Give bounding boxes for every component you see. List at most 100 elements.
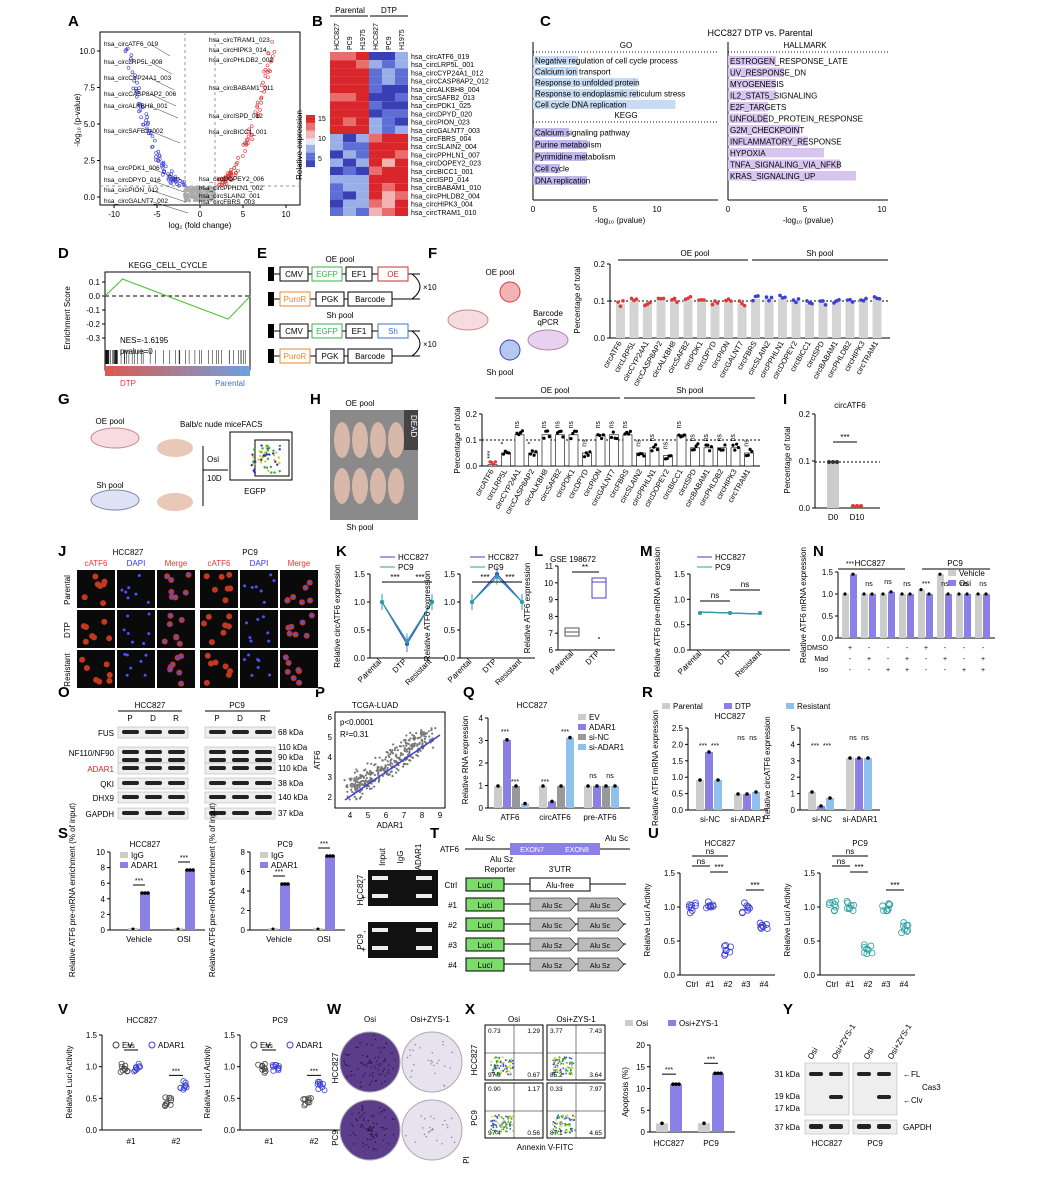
cell-label: PC9 [852,839,868,848]
colony [387,1072,389,1075]
y-tick-label: 7.5 [84,84,96,93]
y-tick-label: 1.5 [86,1031,98,1040]
x-tick-label: #2 [864,980,873,989]
cell-red [203,573,210,580]
colony [391,1118,394,1120]
sig-label: *** [846,561,854,568]
channel-label: DAPI [127,559,146,568]
y-tick-label: 4 [241,887,246,896]
scatter-point [405,742,408,745]
colony [428,1126,431,1129]
panel-letter-R: R [642,684,653,701]
y-tick-label: 0.5 [664,937,676,946]
heat-cell [356,76,369,85]
egfp-label: EGFP [244,487,266,496]
dot-down [125,46,130,51]
group-label: Parental [335,6,365,15]
heat-cell [395,150,408,159]
sig-label: *** [711,743,719,750]
colony [382,1126,385,1129]
legend-label: ADAR1 [131,861,158,870]
colony [369,1129,371,1132]
y-tick-label: 1.0 [664,903,676,912]
x-tick-label: si-NC [700,815,720,824]
colony [450,1117,453,1120]
legend-swatch [786,703,794,709]
alu-sc-label: Alu Sc [605,834,628,843]
legend-label: Vehicle [959,569,985,578]
cell-nucleus [146,600,150,604]
flow-event [491,1115,494,1118]
scatter-point [356,786,359,789]
cell-red [81,594,88,601]
flow-event [564,1069,567,1072]
heat-cell [369,142,382,151]
dot-ns [197,199,201,203]
flow-event [570,1127,573,1130]
scatter-point [389,750,393,754]
gel-band [416,894,432,898]
y-tick-label: 6 [549,646,554,655]
dot [857,756,861,760]
flow-event [510,1060,512,1063]
y-tick-label: 0.1 [594,297,606,306]
sig-label: ns [541,421,548,429]
mouse-body [388,468,404,504]
rank-gradient [109,366,115,376]
dot [661,296,666,301]
sig-label: ns [737,735,745,742]
flow-event [557,1066,559,1069]
scatter-point [362,783,365,786]
heat-cell [356,199,369,208]
y-axis-label: ATF6 [313,750,322,770]
colony [443,1065,446,1067]
colony [360,1126,362,1128]
legend-swatch [578,744,586,750]
virus-oe [499,281,521,303]
cell-nucleus [184,591,188,595]
sig-label: *** [180,855,188,862]
colony [360,1104,363,1107]
colony [351,1123,353,1126]
lane-label: Osi [806,1046,820,1061]
luci-label: Luci [478,921,493,930]
flow-event [509,1121,512,1124]
kda-label: 110 kDa [278,764,308,773]
sig-label: * [501,441,508,444]
dot-ns [213,188,216,192]
scatter-point [421,740,424,743]
scatter-point [408,747,411,750]
y-tick-label: 1.5 [354,570,366,579]
dot [528,452,533,456]
facs-event [254,460,257,464]
quadrant-value: 3.64 [589,1072,602,1079]
cell-nucleus [310,614,314,618]
flow-event [499,1060,502,1063]
construct-label: PGK [322,295,340,304]
cell-red [208,660,215,667]
band [122,730,139,734]
heat-cell [343,101,356,110]
colony [432,1064,435,1067]
dot-down [154,154,158,159]
flow-event [552,1063,555,1066]
sig-label: *** [320,841,328,848]
oe-pool-label: OE pool [681,249,710,258]
cell-nucleus [169,590,173,594]
colony [443,1119,446,1122]
luci-label: Luci [478,941,493,950]
colony [427,1131,430,1134]
cell-red [82,624,89,631]
dot [835,460,839,464]
dot [559,784,563,788]
bar [869,594,876,638]
cell-red [101,578,108,585]
bar [975,594,982,638]
scatter-point [370,787,373,790]
x-tick-label: -5 [153,210,161,219]
dot [615,436,619,441]
cell-nucleus [245,621,248,625]
panel-letter-M: M [640,543,653,560]
colony [385,1042,388,1044]
dot-ns [208,193,211,197]
